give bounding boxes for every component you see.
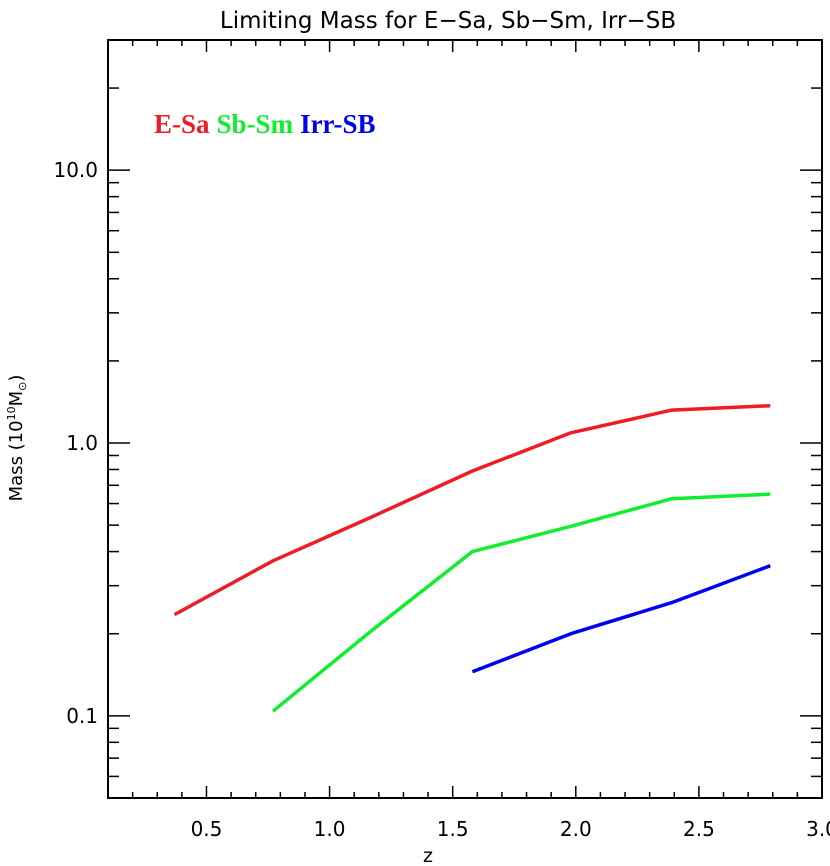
y-axis-title-unit: M — [6, 391, 27, 407]
legend: E-Sa Sb-Sm Irr-SB — [154, 109, 376, 139]
x-axis-ticks: 0.5 1.0 1.5 2.0 2.5 3.0 — [107, 40, 830, 841]
series-lines — [173, 403, 771, 713]
plot-frame — [107, 39, 823, 799]
series-line-sb-sm — [271, 492, 771, 713]
x-tick-label: 0.5 — [191, 817, 223, 841]
y-axis-title-main: Mass (10 — [6, 420, 27, 501]
legend-entry-irr-sb: Irr-SB — [300, 109, 376, 139]
x-tick-label: 2.0 — [560, 817, 592, 841]
y-tick-label: 10.0 — [53, 158, 98, 182]
y-axis-title: Mass (1010M⊙) — [5, 375, 29, 502]
x-tick-label: 2.5 — [683, 817, 715, 841]
y-tick-label: 0.1 — [66, 704, 98, 728]
chart-title: Limiting Mass for E−Sa, Sb−Sm, Irr−SB — [220, 8, 676, 34]
x-axis-title: z — [423, 845, 433, 866]
y-axis-title-close: ) — [6, 375, 27, 382]
y-tick-label: 1.0 — [66, 431, 98, 455]
y-axis-title-subscript: ⊙ — [16, 382, 29, 391]
y-axis-ticks: 0.1 1.0 10.0 — [53, 39, 822, 799]
series-line-irr-sb — [471, 564, 771, 674]
x-tick-label: 3.0 — [806, 817, 830, 841]
x-tick-label: 1.5 — [437, 817, 469, 841]
legend-entry-e-sa: E-Sa — [154, 109, 210, 139]
y-axis-title-exponent: 10 — [5, 406, 18, 420]
series-line-e-sa — [173, 403, 771, 617]
x-tick-label: 1.0 — [314, 817, 346, 841]
legend-entry-sb-sm: Sb-Sm — [217, 109, 294, 139]
